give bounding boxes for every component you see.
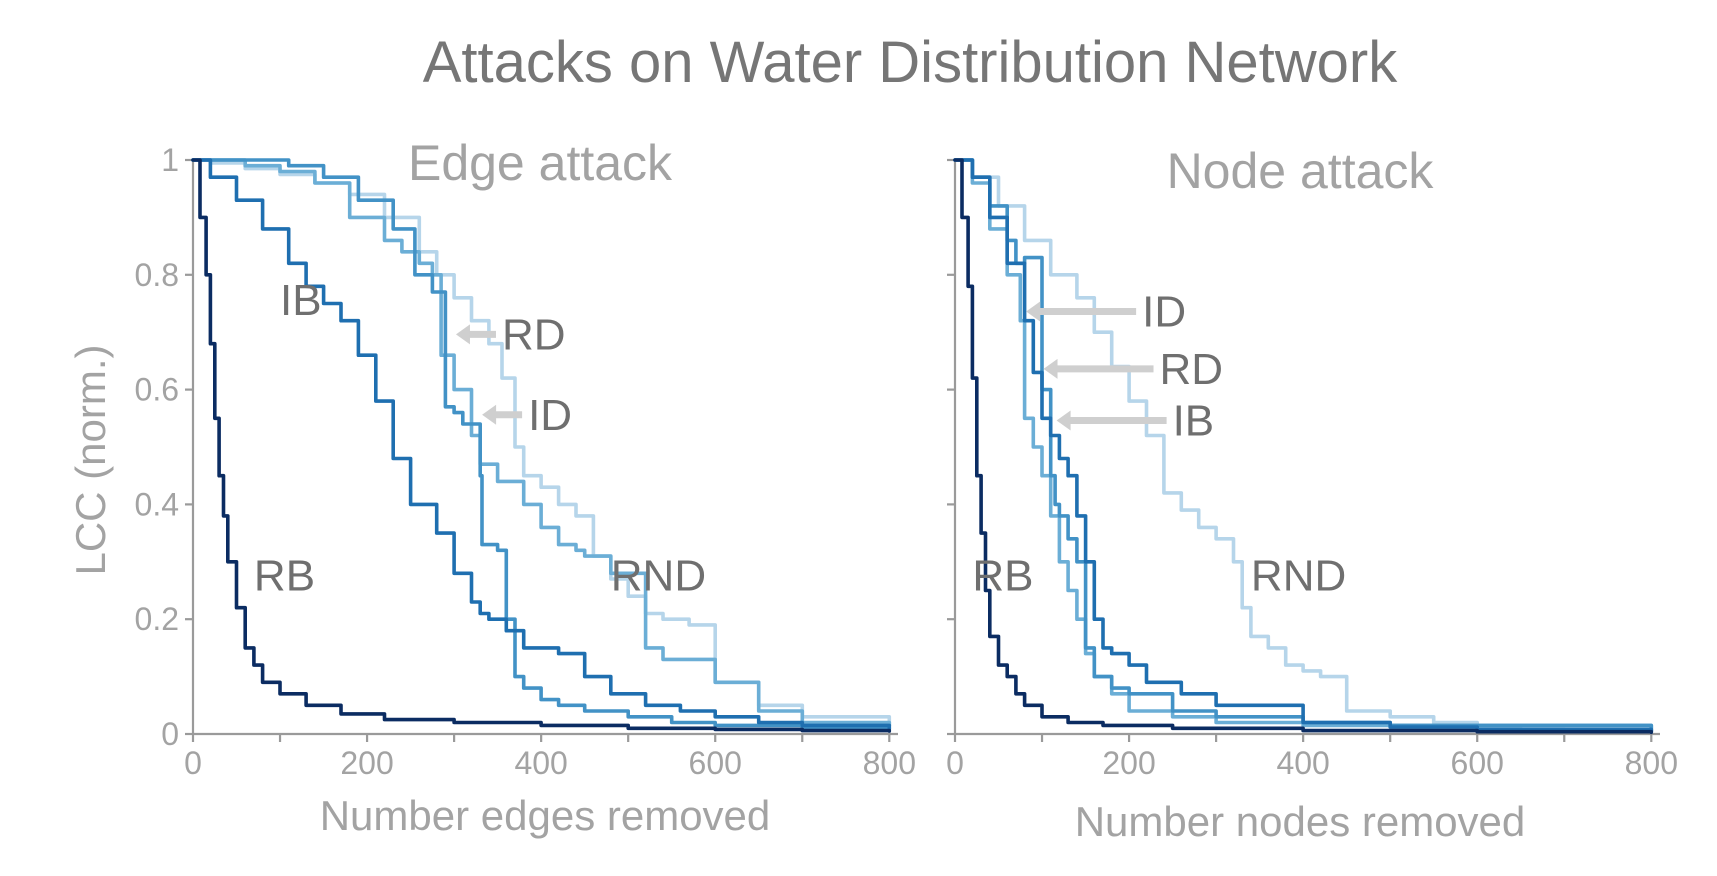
x-tick-label: 0 [946,745,964,781]
panel-title: Node attack [1167,143,1435,199]
series-line-rnd [191,158,892,728]
panel-title: Edge attack [408,135,673,191]
annotation-rb: RB [254,552,315,601]
x-tick-label: 600 [1451,745,1504,781]
series-line-ib [953,158,1654,733]
annotation-rb: RB [972,552,1033,601]
y-tick-label: 0.4 [135,486,179,522]
annotation-arrow-head [1043,358,1058,379]
chart-title: Attacks on Water Distribution Network [423,30,1399,95]
x-tick-label: 0 [184,745,202,781]
x-tick-label: 200 [1102,745,1155,781]
x-tick-label: 800 [1625,745,1678,781]
series-line-rnd [953,158,1654,734]
series-line-id [191,158,892,732]
annotation-rnd: RND [611,552,706,601]
series-line-rb [191,158,892,733]
y-tick-label: 0.8 [135,257,179,293]
x-axis-label: Number edges removed [320,792,771,839]
annotation-id: ID [1142,287,1186,336]
annotation-ib: IB [1173,397,1215,446]
annotation-arrow-head [482,404,497,425]
series-line-rd [191,158,892,728]
annotation-rnd: RND [1251,552,1346,601]
y-tick-label: 1 [161,142,179,178]
annotation-arrow-head [1026,301,1041,322]
annotation-id: ID [528,391,572,440]
x-tick-label: 800 [863,745,916,781]
annotation-rd: RD [502,310,566,359]
x-tick-label: 200 [340,745,393,781]
annotation-arrow-head [1056,410,1071,431]
annotation-ib: IB [280,276,322,325]
y-axis-label: LCC (norm.) [67,344,114,575]
x-tick-label: 400 [514,745,567,781]
series-line-id [953,158,1654,733]
y-tick-label: 0.6 [135,372,179,408]
annotation-rd: RD [1160,345,1224,394]
y-tick-label: 0.2 [135,601,179,637]
series-line-ib [191,158,892,731]
panel-node-attack: 0 200 400 600 800 Node attack Number nodes rem… [946,143,1678,845]
annotation-arrow-head [455,324,470,345]
x-tick-label: 600 [689,745,742,781]
x-axis-label: Number nodes removed [1075,798,1526,845]
series-line-rd [953,158,1654,733]
y-tick-label: 0 [161,716,179,752]
series-line-rb [953,158,1654,735]
panel-edge-attack: 0 200 400 600 800 0 0.2 0.4 0.6 0.8 1 Edge attack Nu… [135,135,916,839]
x-tick-label: 400 [1276,745,1329,781]
